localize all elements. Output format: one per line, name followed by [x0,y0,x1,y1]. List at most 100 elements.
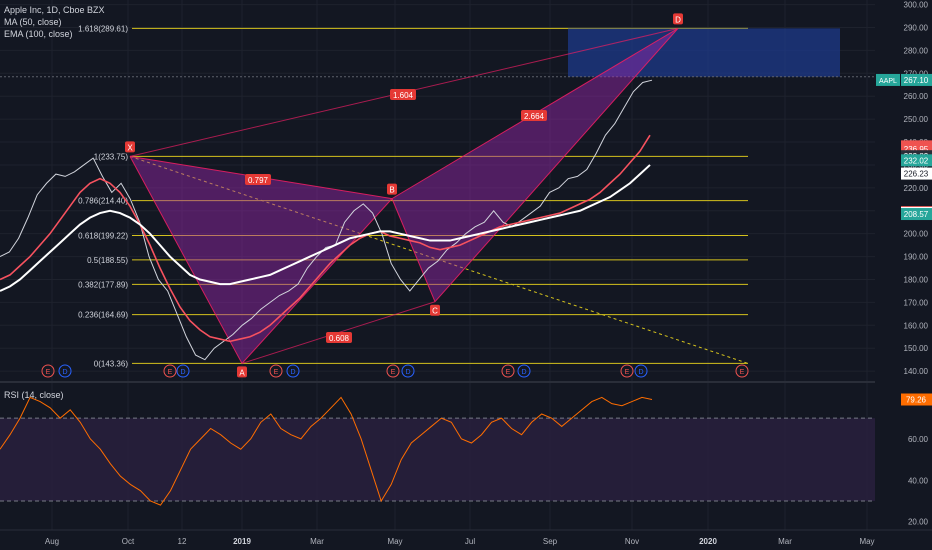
time-tick: Mar [778,537,792,546]
event-circle [163,364,177,378]
harmonic-pattern: X A B C D 1.604 0.797 2.664 0.608 [125,13,683,378]
symbol-badge [876,73,900,86]
price-badge-text: 267.10 [904,76,929,85]
fib-level-label: 0(143.36) [94,359,129,368]
rsi-legend: RSI (14, close) [4,389,64,401]
point-badge [430,304,440,316]
ratio-badge [245,174,271,185]
event-circle [517,364,531,378]
price-tick: 170.00 [904,298,929,307]
event-label: D [290,369,295,376]
rsi-tick: 60.00 [908,435,929,444]
event-circle [269,364,283,378]
price-tick: 190.00 [904,253,929,262]
event-circle [735,364,749,378]
event-circle [620,364,634,378]
series-2 [0,164,651,292]
rsi-band [0,418,875,501]
event-circle [286,364,300,378]
fib-level-label: 0.382(177.89) [78,280,128,289]
price-tick: 260.00 [904,92,929,101]
event-label: E [506,369,511,376]
event-label: E [274,369,279,376]
time-tick: Sep [543,537,558,546]
price-badge [901,154,932,167]
price-tick: 280.00 [904,46,929,55]
legend: Apple Inc, 1D, Cboe BZX MA (50, close) E… [4,4,105,40]
price-tick: 250.00 [904,115,929,124]
ratio-label: 0.608 [329,334,350,343]
rsi-badge [901,393,932,406]
fib-level-label: 0.618(199.22) [78,231,128,240]
time-tick: Mar [310,537,324,546]
ratio-label: 2.664 [524,112,545,121]
point-label: D [675,15,681,24]
target-box [0,28,875,78]
series-1 [0,134,651,343]
event-label: E [168,369,173,376]
ma-legend[interactable]: MA (50, close) [4,17,62,27]
rsi-tick: 40.00 [908,476,929,485]
point-badge [387,183,397,195]
axis-bg [875,0,932,530]
price-tick: 160.00 [904,321,929,330]
fib-level-label: 0.5(188.55) [87,256,128,265]
rsi-title[interactable]: RSI (14, close) [4,390,64,400]
time-axis: Aug Oct 12 2019 Mar May Jul Sep Nov 2020 Mar May [0,529,932,550]
point-label: C [432,307,438,316]
symbol-title[interactable]: Apple Inc, 1D, Cboe BZX [4,5,105,15]
time-axis-bg [0,530,932,550]
pattern-edge [129,156,243,364]
price-badge [901,167,932,180]
symbol-badge-text: AAPL [879,78,897,85]
pattern-edge [241,198,393,364]
price-badge-text: 236.95 [904,145,929,154]
event-label: D [180,369,185,376]
price-tick: 290.00 [904,23,929,32]
rsi-pane: 20.00 40.00 60.00 79.26 [0,393,932,527]
price-tick: 220.00 [904,184,929,193]
ema-legend[interactable]: EMA (100, close) [4,29,73,39]
event-label: E [391,369,396,376]
event-circle [58,364,72,378]
event-label: E [625,369,630,376]
time-tick: May [859,537,874,546]
time-tick: 2020 [699,537,717,546]
time-tick: May [387,537,402,546]
event-circle [634,364,648,378]
event-label: D [405,369,410,376]
price-labels: AAPL267.10238.12236.95233.82232.02226.23… [876,73,932,221]
price-tick: 140.00 [904,367,929,376]
price-badge-text: 232.02 [904,156,929,165]
time-tick: Nov [625,537,639,546]
rsi-badge-text: 79.26 [906,396,927,405]
rsi-tick: 20.00 [908,518,929,527]
time-tick: 12 [178,537,187,546]
event-circle [41,364,55,378]
time-tick: 2019 [233,537,251,546]
fib-level-label: 1(233.75) [94,152,129,161]
price-tick: 300.00 [904,1,929,10]
event-label: D [638,369,643,376]
ratio-badge [390,89,416,100]
bcd-triangle [392,28,678,302]
price-tick: 180.00 [904,275,929,284]
time-tick: Aug [45,537,59,546]
event-label: D [62,369,67,376]
event-circle [401,364,415,378]
point-badge [125,141,135,153]
time-tick: Jul [465,537,475,546]
event-label: E [740,369,745,376]
price-series [0,79,653,361]
target-zone [568,28,840,77]
price-tick: 150.00 [904,344,929,353]
point-badge [237,366,247,378]
rsi-line [0,396,653,506]
event-circle [176,364,190,378]
ratio-label: 1.604 [393,91,414,100]
price-tick: 270.00 [904,69,929,78]
ratio-label: 0.797 [248,176,269,185]
pattern-edge [391,198,436,302]
